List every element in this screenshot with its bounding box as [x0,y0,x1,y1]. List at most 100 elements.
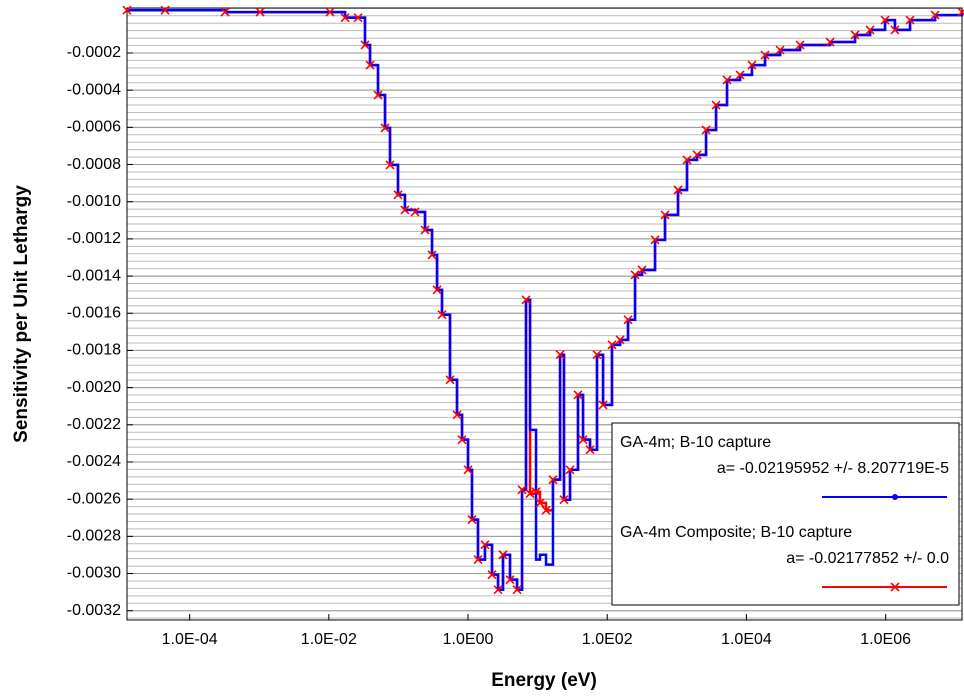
legend-marker [890,582,900,592]
marker [325,7,335,17]
legend-note: a= -0.02177852 +/- 0.0 [786,550,949,567]
marker [467,515,477,525]
marker [365,60,375,70]
x-axis-title: Energy (eV) [491,670,597,691]
legend-box [611,422,960,606]
marker [452,410,462,420]
y-tick-label: -0.0008 [67,156,121,173]
y-tick-label: -0.0022 [67,416,121,433]
x-tick-label: 1.0E00 [443,631,494,648]
marker [865,25,875,35]
marker [420,225,430,235]
marker [517,485,527,495]
y-tick-label: -0.0020 [67,379,121,396]
marker [930,10,940,20]
marker [692,150,702,160]
marker [445,375,455,385]
marker [850,30,860,40]
legend-label: GA-4m; B-10 capture [620,434,771,451]
y-tick-label: -0.0016 [67,304,121,321]
marker [480,540,490,550]
marker [623,315,633,325]
marker [437,310,447,320]
marker [498,550,508,560]
marker [957,7,964,17]
marker [880,15,890,25]
y-tick-label: -0.0012 [67,230,121,247]
y-tick-label: -0.0030 [67,565,121,582]
marker [592,350,602,360]
marker [637,265,647,275]
marker [220,7,230,17]
marker [463,465,473,475]
legend-note: a= -0.02195952 +/- 8.207719E-5 [717,460,949,477]
marker [735,70,745,80]
y-tick-label: -0.0004 [67,81,121,98]
marker [505,575,515,585]
marker [340,13,350,23]
marker [607,340,617,350]
y-tick-label: -0.0026 [67,490,121,507]
marker [373,90,383,100]
x-tick-label: 1.0E-02 [301,631,357,648]
marker [775,45,785,55]
marker [598,400,608,410]
marker [905,15,915,25]
marker [585,445,595,455]
marker [487,570,497,580]
marker [531,487,541,497]
y-tick-label: -0.0006 [67,119,121,136]
marker [795,40,805,50]
x-tick-label: 1.0E-04 [162,631,218,648]
y-tick-label: -0.0024 [67,453,121,470]
marker [255,7,265,17]
y-tick-label: -0.0032 [67,602,121,619]
marker [747,60,757,70]
marker [535,498,545,508]
marker [512,585,522,595]
marker [890,25,900,35]
marker [521,295,531,305]
y-tick-label: -0.0018 [67,342,121,359]
marker [393,190,403,200]
marker [548,475,558,485]
marker [701,125,711,135]
marker [432,285,442,295]
marker [400,205,410,215]
y-tick-label: -0.0010 [67,193,121,210]
marker [380,123,390,133]
marker [410,207,420,217]
marker [573,390,583,400]
y-tick-label: -0.0028 [67,528,121,545]
marker [711,100,721,110]
marker [122,5,132,15]
marker [353,13,363,23]
marker [555,350,565,360]
x-tick-label: 1.0E02 [582,631,633,648]
marker [541,505,551,515]
x-tick-label: 1.0E06 [860,631,911,648]
marker [650,235,660,245]
marker [760,50,770,60]
y-tick-label: -0.0014 [67,267,121,284]
y-axis-title: Sensitivity per Unit Lethargy [11,185,32,443]
marker [660,210,670,220]
marker [578,435,588,445]
series-line [127,8,964,591]
marker [457,435,467,445]
marker [360,40,370,50]
marker [385,160,395,170]
legend-label: GA-4m Composite; B-10 capture [620,524,852,541]
y-tick-label: -0.0002 [67,44,121,61]
plot-frame [126,7,963,621]
legend-marker [892,494,898,500]
x-tick-label: 1.0E04 [721,631,772,648]
marker [565,465,575,475]
marker [493,585,503,595]
marker [682,155,692,165]
marker [559,495,569,505]
marker [630,270,640,280]
marker [722,75,732,85]
marker [825,37,835,47]
